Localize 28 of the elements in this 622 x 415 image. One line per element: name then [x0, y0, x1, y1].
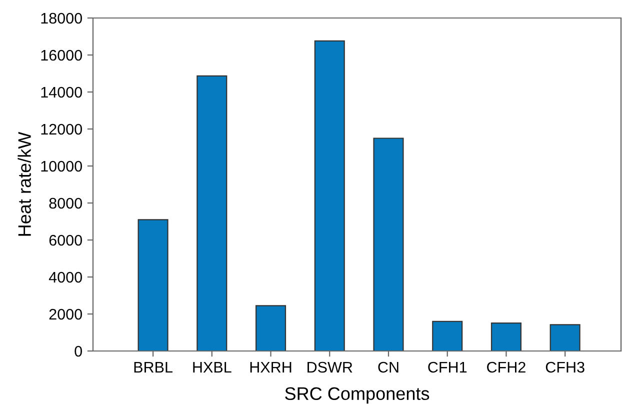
bar	[373, 138, 404, 351]
x-tick-label: BRBL	[134, 362, 172, 372]
y-tick-label: 16000	[41, 50, 82, 61]
bar	[432, 320, 463, 351]
y-tick-label: 6000	[49, 234, 82, 246]
x-tick-label: HXRH	[250, 362, 292, 372]
y-tick-label: 12000	[41, 124, 82, 135]
y-tick-label: 2000	[49, 308, 82, 320]
x-tick-label: DSWR	[308, 362, 352, 373]
x-tick-label: HXBL	[193, 362, 232, 372]
y-tick-label: 4000	[48, 272, 82, 283]
bar	[490, 322, 522, 351]
y-tick-label: 18000	[41, 12, 82, 24]
x-tick-label: CFH1	[428, 362, 467, 373]
bar	[314, 40, 345, 351]
y-tick-label: 14000	[41, 86, 82, 98]
y-tick-label: 0	[74, 346, 82, 357]
x-tick-label: CN	[378, 362, 398, 373]
y-axis-title: Heat rate/kW	[18, 132, 31, 236]
y-tick-label: 10000	[41, 160, 82, 172]
x-axis-title: SRC Components	[285, 387, 430, 404]
bar	[255, 305, 286, 351]
y-tick-label: 8000	[49, 198, 82, 209]
bar	[138, 219, 168, 351]
bar	[550, 324, 580, 351]
x-tick-label: CFH2	[487, 362, 526, 373]
x-tick-label: CFH3	[546, 362, 584, 373]
bar	[196, 75, 228, 351]
